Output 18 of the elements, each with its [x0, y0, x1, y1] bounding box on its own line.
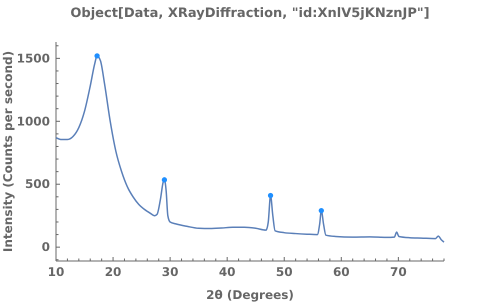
y-tick-label: 1000: [16, 114, 50, 128]
x-tick-label: 60: [332, 265, 350, 279]
x-tick-label: 70: [390, 265, 407, 279]
y-tick-label: 500: [24, 177, 50, 192]
x-tick-label: 30: [162, 265, 178, 279]
point: [162, 177, 168, 182]
point: [94, 53, 100, 58]
point: [268, 192, 274, 198]
x-axis-title: 2θ (Degrees): [206, 288, 294, 302]
y-tick-label: 1500: [16, 51, 50, 66]
y-axis-title: Intensity (Counts per second): [1, 50, 15, 252]
y-tick-label: 0: [42, 240, 50, 254]
x-tick-label: 10: [48, 265, 64, 279]
chart-title: Object[Data, XRayDiffraction, "id:XnlV5jKNznJP"]: [70, 6, 430, 21]
x-tick-label: 50: [276, 265, 293, 279]
x-tick-label: 40: [218, 265, 236, 279]
point: [318, 208, 324, 214]
x-tick-label: 20: [104, 265, 122, 279]
